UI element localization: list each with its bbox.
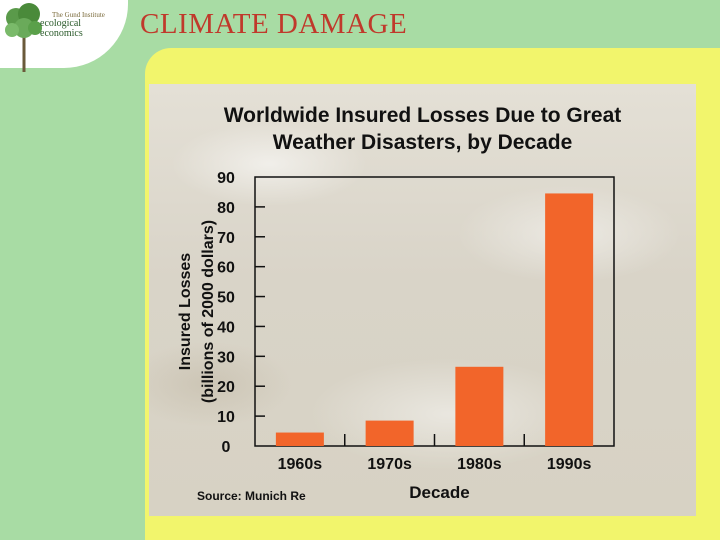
chart-title-line-2: Weather Disasters, by Decade <box>272 131 573 154</box>
y-tick-label: 50 <box>217 290 235 307</box>
chart-panel: Worldwide Insured Losses Due to Great We… <box>149 84 696 516</box>
logo-word-ecological: ecological <box>40 18 82 29</box>
source-note: Source: Munich Re <box>197 489 306 503</box>
y-tick-label: 80 <box>217 200 235 217</box>
logo-text: The Gund Institute ecological economics <box>40 12 105 39</box>
y-tick-label: 40 <box>217 319 235 336</box>
y-tick-label: 10 <box>217 409 235 426</box>
bar-chart: 0 10 20 30 40 50 60 70 80 90 Insured Losses (billio… <box>177 170 615 503</box>
slide-title: CLIMATE DAMAGE <box>140 8 408 40</box>
x-tick-label: 1980s <box>457 456 502 473</box>
y-axis-title-line: Insured Losses <box>177 253 194 370</box>
y-axis-title-line: (billions of 2000 dollars) <box>200 220 217 403</box>
y-tick-label: 20 <box>217 379 235 396</box>
bar-1990s <box>545 193 594 446</box>
chart-title-line-1: Worldwide Insured Losses Due to Great <box>223 104 622 127</box>
x-tick-label: 1970s <box>367 456 412 473</box>
x-axis-title: Decade <box>409 483 469 502</box>
x-tick-label: 1960s <box>278 456 323 473</box>
y-tick-label: 0 <box>222 439 231 456</box>
logo-institute-name: The Gund Institute <box>52 11 105 19</box>
y-tick-label: 70 <box>217 230 235 247</box>
bar-1980s <box>455 366 504 446</box>
x-tick-label: 1990s <box>547 456 592 473</box>
y-tick-label: 30 <box>217 349 235 366</box>
tree-icon <box>5 3 42 72</box>
bar-1960s <box>275 432 324 446</box>
logo-word-economics: economics <box>40 28 83 39</box>
y-tick-label: 90 <box>217 170 235 187</box>
bar-1970s <box>365 420 414 446</box>
y-tick-label: 60 <box>217 260 235 277</box>
